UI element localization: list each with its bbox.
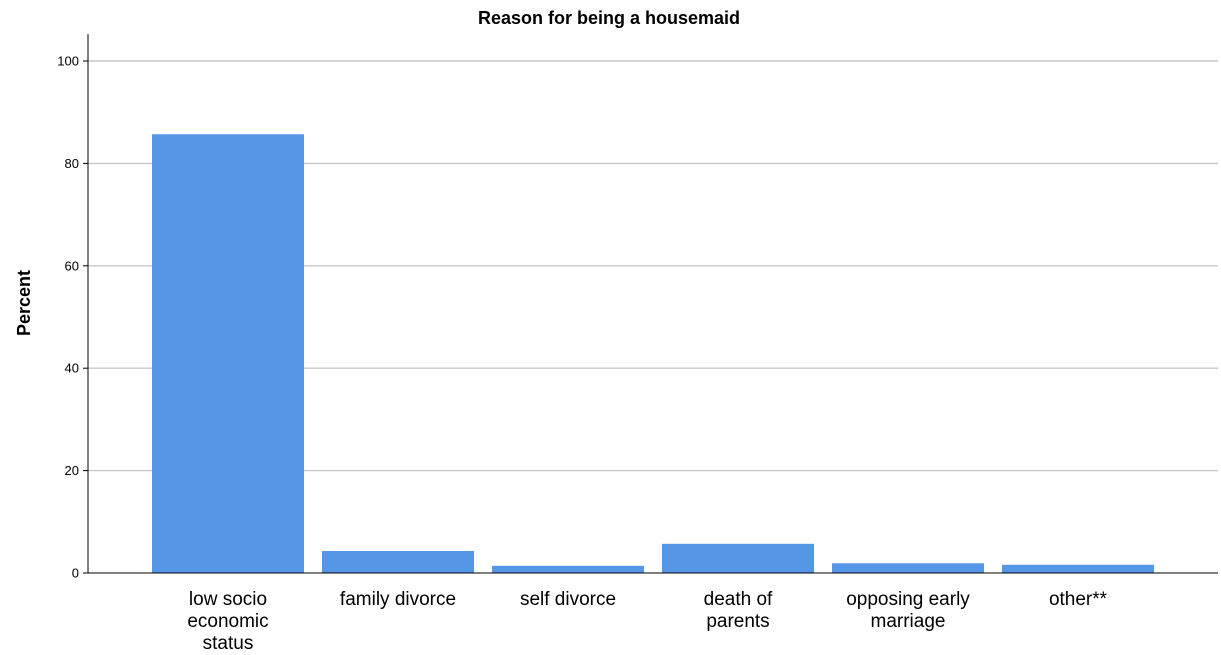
y-tick-label: 60 [65,258,79,273]
bar-0 [152,134,304,573]
y-tick-label: 100 [57,54,79,69]
y-tick-label: 80 [65,156,79,171]
x-tick-label: other** [1049,589,1108,610]
x-tick-label: self divorce [520,589,616,610]
bar-4 [832,563,984,573]
x-tick-label-line: other** [1049,589,1108,610]
y-tick-labels: 0 20 40 60 80 100 [57,54,79,581]
x-tick-label-line: opposing early [846,589,970,610]
x-tick-label: death of parents [704,589,773,632]
x-tick-label-line: self divorce [520,589,616,610]
x-tick-label-line: parents [706,611,769,632]
bar-2 [492,565,644,573]
y-tick-label: 40 [65,361,79,376]
bars [152,134,1154,573]
x-tick-label: opposing early marriage [846,589,970,632]
x-tick-label-line: family divorce [340,589,456,610]
x-tick-label: family divorce [340,589,456,610]
bar-1 [322,550,474,573]
bar-3 [662,543,814,573]
x-tick-label-line: low socio [189,589,267,610]
x-tick-label: low socio economic status [187,589,268,654]
x-tick-label-line: death of [704,589,773,610]
axes [83,34,1218,574]
x-tick-label-line: status [203,633,254,654]
y-axis-label: Percent [14,270,34,336]
y-tick-label: 20 [65,463,79,478]
x-tick-labels: low socio economic status family divorce sel… [187,589,1107,654]
x-tick-label-line: economic [187,611,268,632]
x-tick-label-line: marriage [871,611,946,632]
bar-5 [1002,564,1154,573]
y-tick-label: 0 [72,566,79,581]
chart-title: Reason for being a housemaid [478,8,740,28]
